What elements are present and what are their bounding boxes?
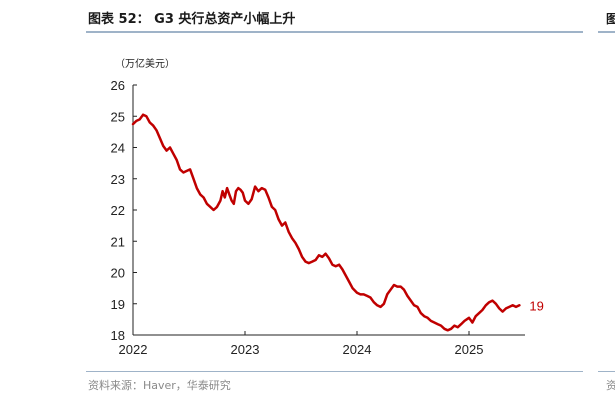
title-rule bbox=[86, 31, 583, 33]
x-tick-label: 2024 bbox=[343, 342, 372, 357]
y-tick-label: 18 bbox=[111, 328, 125, 343]
y-tick-label: 26 bbox=[111, 78, 125, 93]
figure-title: 图表 52： G3 央行总资产小幅上升 bbox=[88, 12, 296, 27]
y-tick-label: 21 bbox=[111, 234, 125, 249]
y-tick-label: 23 bbox=[111, 172, 125, 187]
series-end-label: 19 bbox=[529, 298, 543, 313]
chart-axes: 18 19 20 21 22 23 24 25 26 2022 2023 2024 2025 bbox=[111, 78, 525, 357]
y-tick-label: 20 bbox=[111, 266, 125, 281]
x-tick-label: 2023 bbox=[231, 342, 260, 357]
source-note: 资料来源：Haver，华泰研究 bbox=[88, 379, 231, 392]
y-tick-label: 22 bbox=[111, 203, 125, 218]
adjacent-figure-title-fragment: 图 bbox=[606, 12, 615, 26]
adjacent-title-rule bbox=[598, 31, 615, 33]
y-tick-label: 24 bbox=[111, 141, 125, 156]
source-rule bbox=[86, 371, 583, 372]
adjacent-source-fragment: 资 bbox=[606, 379, 615, 392]
y-axis-unit-label: （万亿美元） bbox=[115, 57, 175, 70]
adjacent-source-rule bbox=[598, 371, 615, 372]
y-tick-label: 19 bbox=[111, 297, 125, 312]
y-tick-label: 25 bbox=[111, 109, 125, 124]
chart-plot-area: 19 bbox=[131, 113, 544, 332]
x-tick-label: 2025 bbox=[455, 342, 484, 357]
x-tick-label: 2022 bbox=[119, 342, 148, 357]
series-line bbox=[131, 113, 521, 332]
